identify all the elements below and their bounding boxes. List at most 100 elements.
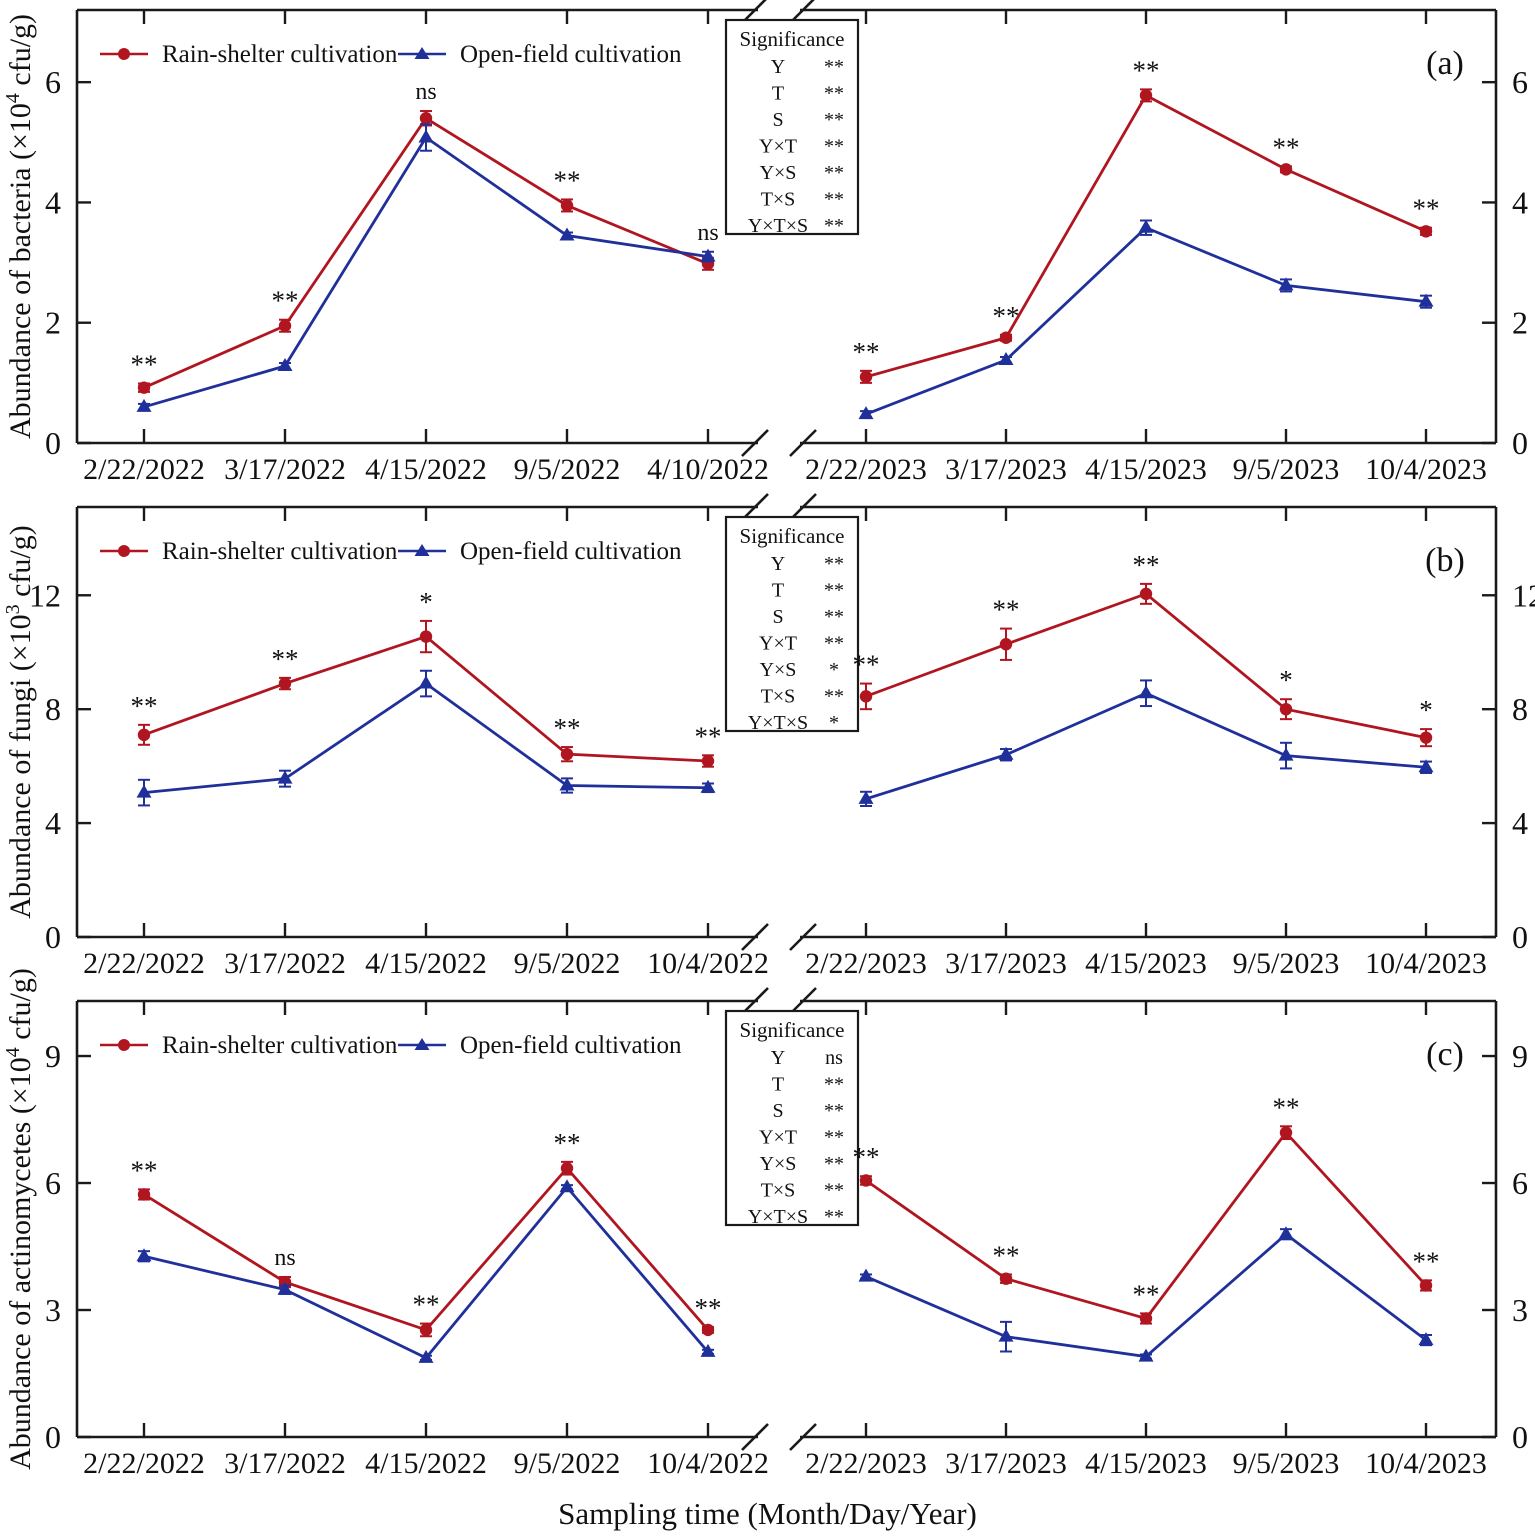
significance-marker: ** [413,1290,440,1320]
legend-circle-marker [118,545,130,557]
data-point-marker [1139,587,1153,601]
y-axis-label: Abundance of fungi (×103 cfu/g) [2,525,37,918]
significance-factor: S [772,109,783,131]
significance-value: ** [824,83,844,105]
panel-a: 2/22/2022 3/17/2022 4/15/2022 9/5/2022 4/10/… [2,0,1528,486]
legend: Rain-shelter cultivation Open-field culti… [100,41,682,68]
x-tick-label: 10/4/2022 [647,947,769,980]
data-point-marker [560,199,574,212]
data-point-marker [1279,163,1293,176]
significance-factor: T×S [761,1180,796,1202]
data-point-marker [998,352,1014,366]
significance-marker: ** [993,301,1020,331]
data-point-marker [1279,1126,1293,1139]
x-tick-label: 2/22/2023 [805,947,927,980]
x-tick-label: 3/17/2022 [224,453,346,486]
significance-value: ** [824,1127,844,1149]
x-tick-label: 3/17/2022 [224,1447,346,1480]
data-point-marker [701,1323,715,1337]
data-point-marker [136,398,152,412]
data-point-marker [1278,747,1294,761]
data-point-marker [559,777,575,791]
data-point-marker [560,1162,574,1175]
significance-title: Significance [740,1018,845,1042]
x-tick-label: 9/5/2022 [514,1447,621,1480]
significance-marker: * [1279,665,1293,695]
axis-break-mark [741,429,769,457]
data-point-marker [859,690,873,703]
significance-marker: ns [415,79,436,105]
data-point-marker [1138,685,1154,699]
data-point-marker [418,675,434,689]
panel-letter: (b) [1425,542,1465,579]
series-line [865,691,1427,801]
significance-value: ** [824,1153,844,1175]
data-point-marker [859,1174,873,1187]
significance-value: ** [824,1180,844,1202]
data-point-marker [700,248,716,262]
y-tick-label: 6 [45,1165,61,1201]
series-rain-shelter-cultivation [137,88,1433,394]
x-tick-label: 10/4/2023 [1365,947,1487,980]
y-tick-label: 9 [45,1038,61,1074]
data-point-marker [700,1343,716,1357]
significance-value: ** [824,109,844,131]
significance-factor: T×S [761,686,796,708]
significance-marker: ** [853,650,880,680]
x-tick-label: 9/5/2023 [1233,453,1340,486]
x-tick-label: 2/22/2022 [83,947,205,980]
data-point-marker [137,381,151,394]
significance-marker: ** [993,595,1020,625]
significance-value: * [829,659,839,681]
x-tick-label: 4/15/2023 [1085,1447,1207,1480]
x-tick-label: 9/5/2023 [1233,947,1340,980]
data-point-marker [1418,293,1434,307]
data-point-marker [136,784,152,798]
significance-factor: S [772,606,783,628]
significance-factor: T×S [761,189,796,211]
data-point-marker [859,370,873,384]
data-point-marker [858,790,874,804]
significance-marker: ** [131,1155,158,1185]
data-point-marker [136,1248,152,1262]
data-point-marker [278,319,292,332]
panel-c: 2/22/2022 3/17/2022 4/15/2022 9/5/2022 10/4/… [2,968,1528,1480]
data-point-marker [858,406,874,420]
data-point-marker [559,1179,575,1193]
significance-value: ** [824,606,844,628]
y-tick-label: 0 [45,919,61,955]
series-open-field-cultivation [136,669,1434,808]
significance-factor: Y [771,1047,785,1069]
x-tick-label: 2/22/2022 [83,1447,205,1480]
data-point-marker [1278,1226,1294,1240]
significance-factor: Y×T×S [748,1206,808,1228]
x-tick-label: 3/17/2023 [945,1447,1067,1480]
significance-marker: ** [993,1240,1020,1270]
x-tick-label: 10/4/2023 [1365,1447,1487,1480]
significance-factor: Y [771,56,785,78]
legend-circle-marker [118,48,130,60]
significance-factor: Y×T×S [748,215,808,237]
significance-value: ** [824,1074,844,1096]
data-point-marker [1418,759,1434,773]
significance-factor: Y×S [760,1153,797,1175]
significance-value: ** [824,633,844,655]
data-point-marker [1419,225,1433,238]
y-tick-label: 12 [29,577,61,613]
y-tick-label: 6 [1512,64,1528,100]
data-point-marker [419,1323,433,1337]
data-point-marker [999,331,1013,344]
axes-frame [75,999,1498,1439]
significance-factor: T [772,580,784,602]
significance-factor: Y×T [759,633,797,655]
significance-value: ** [824,686,844,708]
series-line [143,681,709,795]
significance-factor: T [772,1074,784,1096]
significance-marker: ** [554,1128,581,1158]
data-point-marker [419,112,433,125]
y-tick-label: 6 [45,64,61,100]
legend-label: Open-field cultivation [460,1032,682,1059]
y-tick-label: 0 [1512,919,1528,955]
significance-value: ** [824,1206,844,1228]
significance-title: Significance [740,27,845,51]
